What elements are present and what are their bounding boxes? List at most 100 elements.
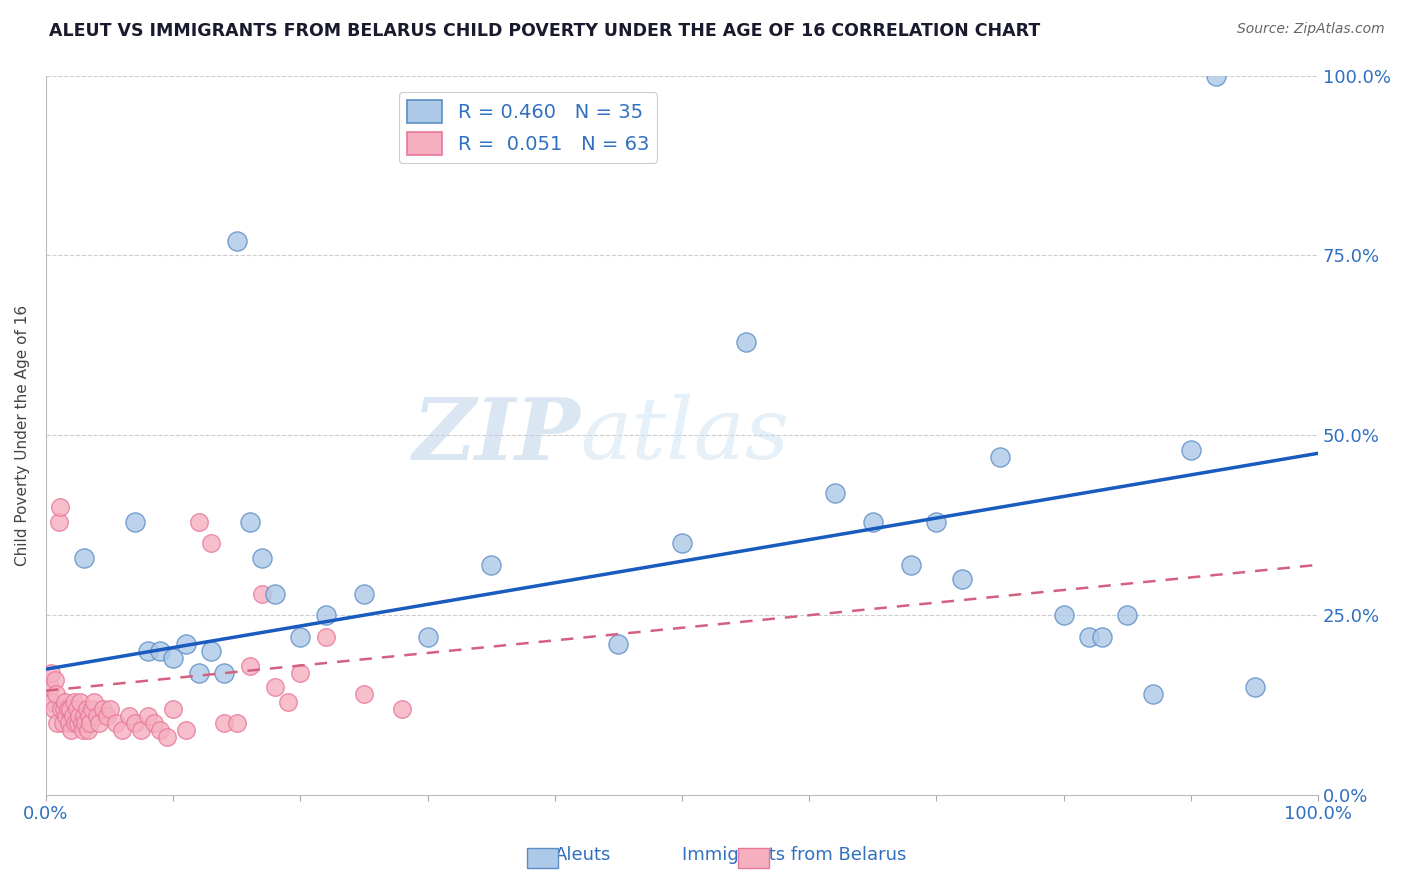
Point: [1243, 680, 1265, 694]
Point: [187, 515, 209, 529]
Point: [86, 709, 108, 723]
Point: [238, 658, 260, 673]
Point: [75, 716, 97, 731]
Point: [69, 694, 91, 708]
Point: [671, 536, 693, 550]
Point: [200, 536, 222, 550]
Point: [41, 694, 63, 708]
Point: [416, 630, 439, 644]
Point: [824, 486, 846, 500]
Point: [56, 702, 79, 716]
Point: [46, 716, 69, 731]
Point: [225, 234, 247, 248]
Point: [136, 709, 159, 723]
Point: [65, 716, 87, 731]
Point: [77, 709, 100, 723]
Point: [734, 334, 756, 349]
Point: [315, 630, 337, 644]
Point: [111, 723, 134, 738]
Point: [124, 716, 146, 731]
Point: [156, 731, 179, 745]
Point: [76, 702, 98, 716]
Point: [80, 702, 103, 716]
Point: [264, 586, 287, 600]
Point: [950, 572, 973, 586]
Point: [51, 702, 73, 716]
Point: [72, 723, 94, 738]
Point: [988, 450, 1011, 464]
Point: [91, 702, 114, 716]
Point: [353, 586, 375, 600]
Point: [77, 723, 100, 738]
Point: [131, 723, 153, 738]
Point: [65, 702, 87, 716]
Point: [53, 694, 76, 708]
Point: [38, 680, 60, 694]
Point: [925, 515, 948, 529]
Point: [391, 702, 413, 716]
Point: [44, 673, 66, 687]
Point: [162, 651, 184, 665]
Point: [277, 694, 299, 708]
Point: [60, 723, 83, 738]
Point: [162, 702, 184, 716]
Point: [200, 644, 222, 658]
Point: [1091, 630, 1114, 644]
Text: ALEUT VS IMMIGRANTS FROM BELARUS CHILD POVERTY UNDER THE AGE OF 16 CORRELATION C: ALEUT VS IMMIGRANTS FROM BELARUS CHILD P…: [49, 22, 1040, 40]
Point: [118, 709, 141, 723]
Point: [45, 687, 67, 701]
Point: [212, 716, 235, 731]
Point: [1142, 687, 1164, 701]
Point: [479, 558, 502, 572]
Point: [900, 558, 922, 572]
Point: [862, 515, 884, 529]
Point: [83, 694, 105, 708]
Point: [607, 637, 630, 651]
Point: [89, 716, 111, 731]
Point: [238, 515, 260, 529]
Point: [264, 680, 287, 694]
Point: [52, 702, 75, 716]
Text: Aleuts: Aleuts: [555, 846, 612, 863]
Point: [62, 709, 84, 723]
Y-axis label: Child Poverty Under the Age of 16: Child Poverty Under the Age of 16: [15, 305, 30, 566]
Point: [149, 644, 172, 658]
Point: [1205, 69, 1227, 83]
Text: Source: ZipAtlas.com: Source: ZipAtlas.com: [1237, 22, 1385, 37]
Point: [353, 687, 375, 701]
Point: [55, 709, 77, 723]
Point: [73, 709, 96, 723]
Point: [143, 716, 166, 731]
Point: [104, 716, 127, 731]
Point: [290, 630, 312, 644]
Point: [225, 716, 247, 731]
Point: [1180, 442, 1202, 457]
Point: [49, 500, 72, 515]
Point: [187, 665, 209, 680]
Point: [149, 723, 172, 738]
Point: [252, 550, 274, 565]
Point: [1078, 630, 1101, 644]
Point: [315, 608, 337, 623]
Point: [73, 550, 96, 565]
Point: [58, 716, 80, 731]
Point: [48, 515, 70, 529]
Point: [174, 723, 197, 738]
Point: [1116, 608, 1139, 623]
Point: [252, 586, 274, 600]
Point: [174, 637, 197, 651]
Point: [67, 709, 90, 723]
Point: [63, 694, 86, 708]
Legend: R = 0.460   N = 35, R =  0.051   N = 63: R = 0.460 N = 35, R = 0.051 N = 63: [399, 93, 657, 162]
Point: [79, 716, 101, 731]
Text: atlas: atlas: [581, 394, 789, 476]
Point: [42, 702, 65, 716]
Point: [1053, 608, 1076, 623]
Point: [59, 702, 82, 716]
Point: [96, 709, 118, 723]
Point: [70, 716, 93, 731]
Point: [212, 665, 235, 680]
Point: [124, 515, 146, 529]
Text: Immigrants from Belarus: Immigrants from Belarus: [682, 846, 907, 863]
Point: [98, 702, 121, 716]
